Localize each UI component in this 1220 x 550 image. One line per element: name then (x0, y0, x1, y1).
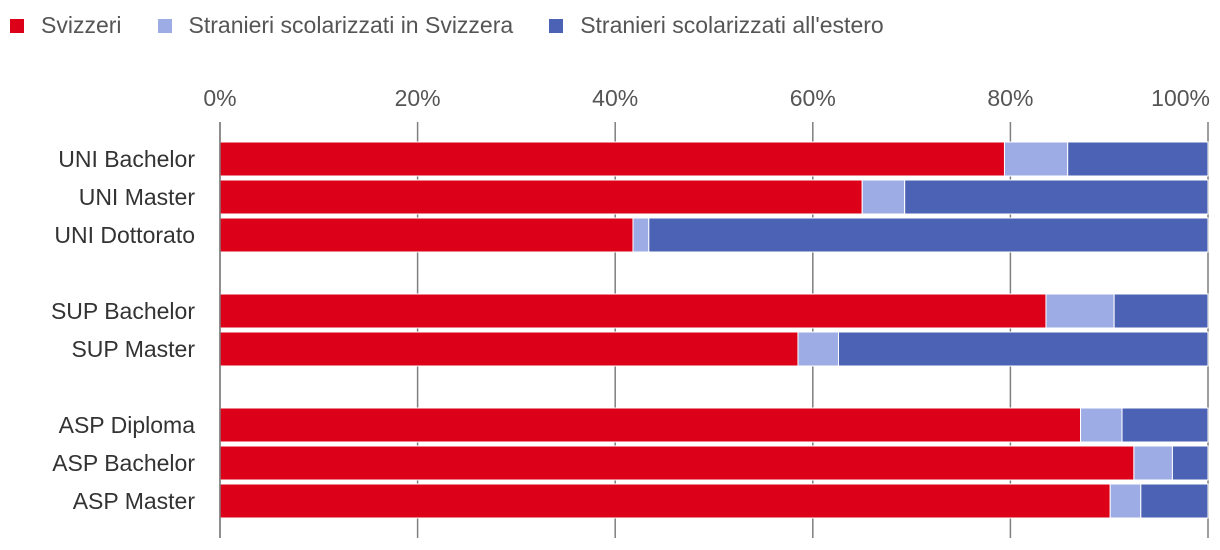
legend-label-stranieri-estero: Stranieri scolarizzati all'estero (580, 12, 884, 38)
bar-asp-diploma-stranieri-estero (1121, 407, 1209, 443)
category-label-uni-bachelor: UNI Bachelor (58, 146, 195, 172)
category-label-sup-master: SUP Master (71, 336, 195, 362)
bar-uni-dottorato-svizzeri (219, 217, 634, 253)
chart-legend: Svizzeri Stranieri scolarizzati in Svizz… (10, 12, 920, 39)
bar-sup-bachelor-svizzeri (219, 293, 1047, 329)
bar-uni-master-svizzeri (219, 179, 863, 215)
legend-item-stranieri-svizzera: Stranieri scolarizzati in Svizzera (157, 12, 514, 39)
legend-label-svizzeri: Svizzeri (41, 12, 122, 38)
x-tick-label-20: 20% (395, 85, 441, 111)
bar-uni-bachelor-stranieri-estero (1067, 141, 1209, 177)
bar-asp-diploma-svizzeri (219, 407, 1082, 443)
category-label-uni-dottorato: UNI Dottorato (54, 222, 195, 248)
bar-sup-master-stranieri-svizzera (797, 331, 839, 367)
legend-item-stranieri-estero: Stranieri scolarizzati all'estero (549, 12, 884, 39)
x-tick-label-80: 80% (987, 85, 1033, 111)
bar-asp-master-svizzeri (219, 483, 1111, 519)
bar-asp-diploma-stranieri-svizzera (1080, 407, 1123, 443)
bar-uni-dottorato-stranieri-svizzera (632, 217, 650, 253)
bar-uni-dottorato-stranieri-estero (648, 217, 1209, 253)
bar-asp-bachelor-svizzeri (219, 445, 1135, 481)
bar-sup-bachelor-stranieri-estero (1113, 293, 1209, 329)
category-label-asp-diploma: ASP Diploma (59, 412, 196, 438)
x-tick-label-0: 0% (203, 85, 236, 111)
legend-item-svizzeri: Svizzeri (10, 12, 122, 39)
bar-asp-bachelor-stranieri-svizzera (1133, 445, 1173, 481)
bar-asp-bachelor-stranieri-estero (1171, 445, 1209, 481)
category-label-uni-master: UNI Master (79, 184, 196, 210)
bar-uni-master-stranieri-svizzera (861, 179, 906, 215)
legend-swatch-stranieri-svizzera (157, 18, 172, 33)
legend-label-stranieri-svizzera: Stranieri scolarizzati in Svizzera (188, 12, 514, 38)
category-label-sup-bachelor: SUP Bachelor (51, 298, 195, 324)
bar-asp-master-stranieri-estero (1140, 483, 1209, 519)
bar-uni-bachelor-svizzeri (219, 141, 1005, 177)
legend-swatch-svizzeri (10, 18, 24, 33)
category-label-asp-master: ASP Master (73, 488, 196, 514)
bar-sup-master-stranieri-estero (837, 331, 1209, 367)
x-tick-label-60: 60% (790, 85, 836, 111)
bar-sup-master-svizzeri (219, 331, 799, 367)
bar-uni-master-stranieri-estero (904, 179, 1209, 215)
bar-sup-bachelor-stranieri-svizzera (1045, 293, 1115, 329)
legend-swatch-stranieri-estero (549, 18, 564, 33)
bar-uni-bachelor-stranieri-svizzera (1003, 141, 1069, 177)
x-tick-label-100: 100% (1151, 85, 1210, 111)
category-label-asp-bachelor: ASP Bachelor (52, 450, 195, 476)
x-tick-label-40: 40% (592, 85, 638, 111)
bar-asp-master-stranieri-svizzera (1109, 483, 1142, 519)
